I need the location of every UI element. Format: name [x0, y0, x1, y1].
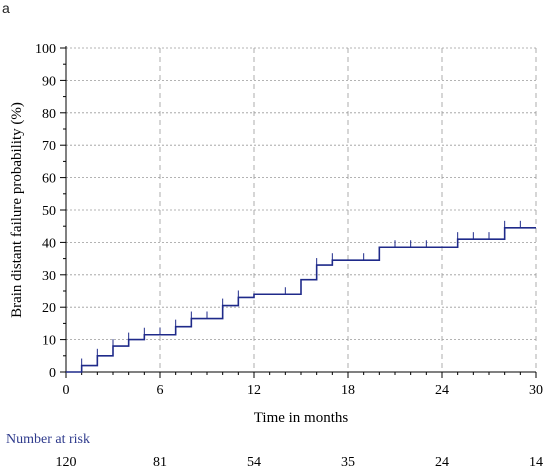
- y-tick-label: 100: [35, 42, 56, 57]
- panel-label: a: [2, 0, 10, 16]
- number-at-risk-value: 54: [247, 455, 261, 470]
- km-chart: 0 10 20 30 40 50 60 70 80 90 100 0 6 12 18 24 30 Time i…: [9, 42, 543, 426]
- x-axis-title: Time in months: [254, 410, 349, 426]
- number-at-risk-value: 24: [435, 455, 449, 470]
- y-tick-label: 90: [42, 74, 56, 89]
- y-tick-label: 20: [42, 301, 56, 316]
- survival-curve: [66, 227, 536, 373]
- grid: [66, 47, 537, 372]
- y-tick-label: 80: [42, 107, 56, 122]
- y-tick-label: 50: [42, 204, 56, 219]
- y-tick-label: 70: [42, 139, 56, 154]
- y-ticks: 0 10 20 30 40 50 60 70 80 90 100: [35, 42, 66, 381]
- axes: [65, 46, 536, 373]
- number-at-risk-value: 14: [529, 455, 543, 470]
- y-tick-label: 60: [42, 172, 56, 187]
- y-tick-label: 10: [42, 334, 56, 349]
- number-at-risk-value: 35: [341, 455, 355, 470]
- x-tick-label: 0: [63, 383, 70, 398]
- x-tick-label: 12: [247, 383, 261, 398]
- y-tick-label: 30: [42, 269, 56, 284]
- censor-marks: [81, 220, 521, 366]
- x-tick-label: 6: [157, 383, 164, 398]
- x-tick-label: 18: [341, 383, 355, 398]
- y-axis-title: Brain distant failure probability (%): [9, 102, 25, 318]
- number-at-risk-value: 120: [55, 455, 77, 470]
- x-tick-label: 24: [435, 383, 449, 398]
- y-tick-label: 40: [42, 236, 56, 251]
- x-ticks: 0 6 12 18 24 30: [63, 372, 543, 398]
- number-at-risk-value: 81: [153, 455, 167, 470]
- x-tick-label: 30: [529, 383, 543, 398]
- y-tick-label: 0: [49, 366, 56, 381]
- number-at-risk-title: Number at risk: [6, 432, 90, 447]
- survival-step-line: [66, 227, 536, 373]
